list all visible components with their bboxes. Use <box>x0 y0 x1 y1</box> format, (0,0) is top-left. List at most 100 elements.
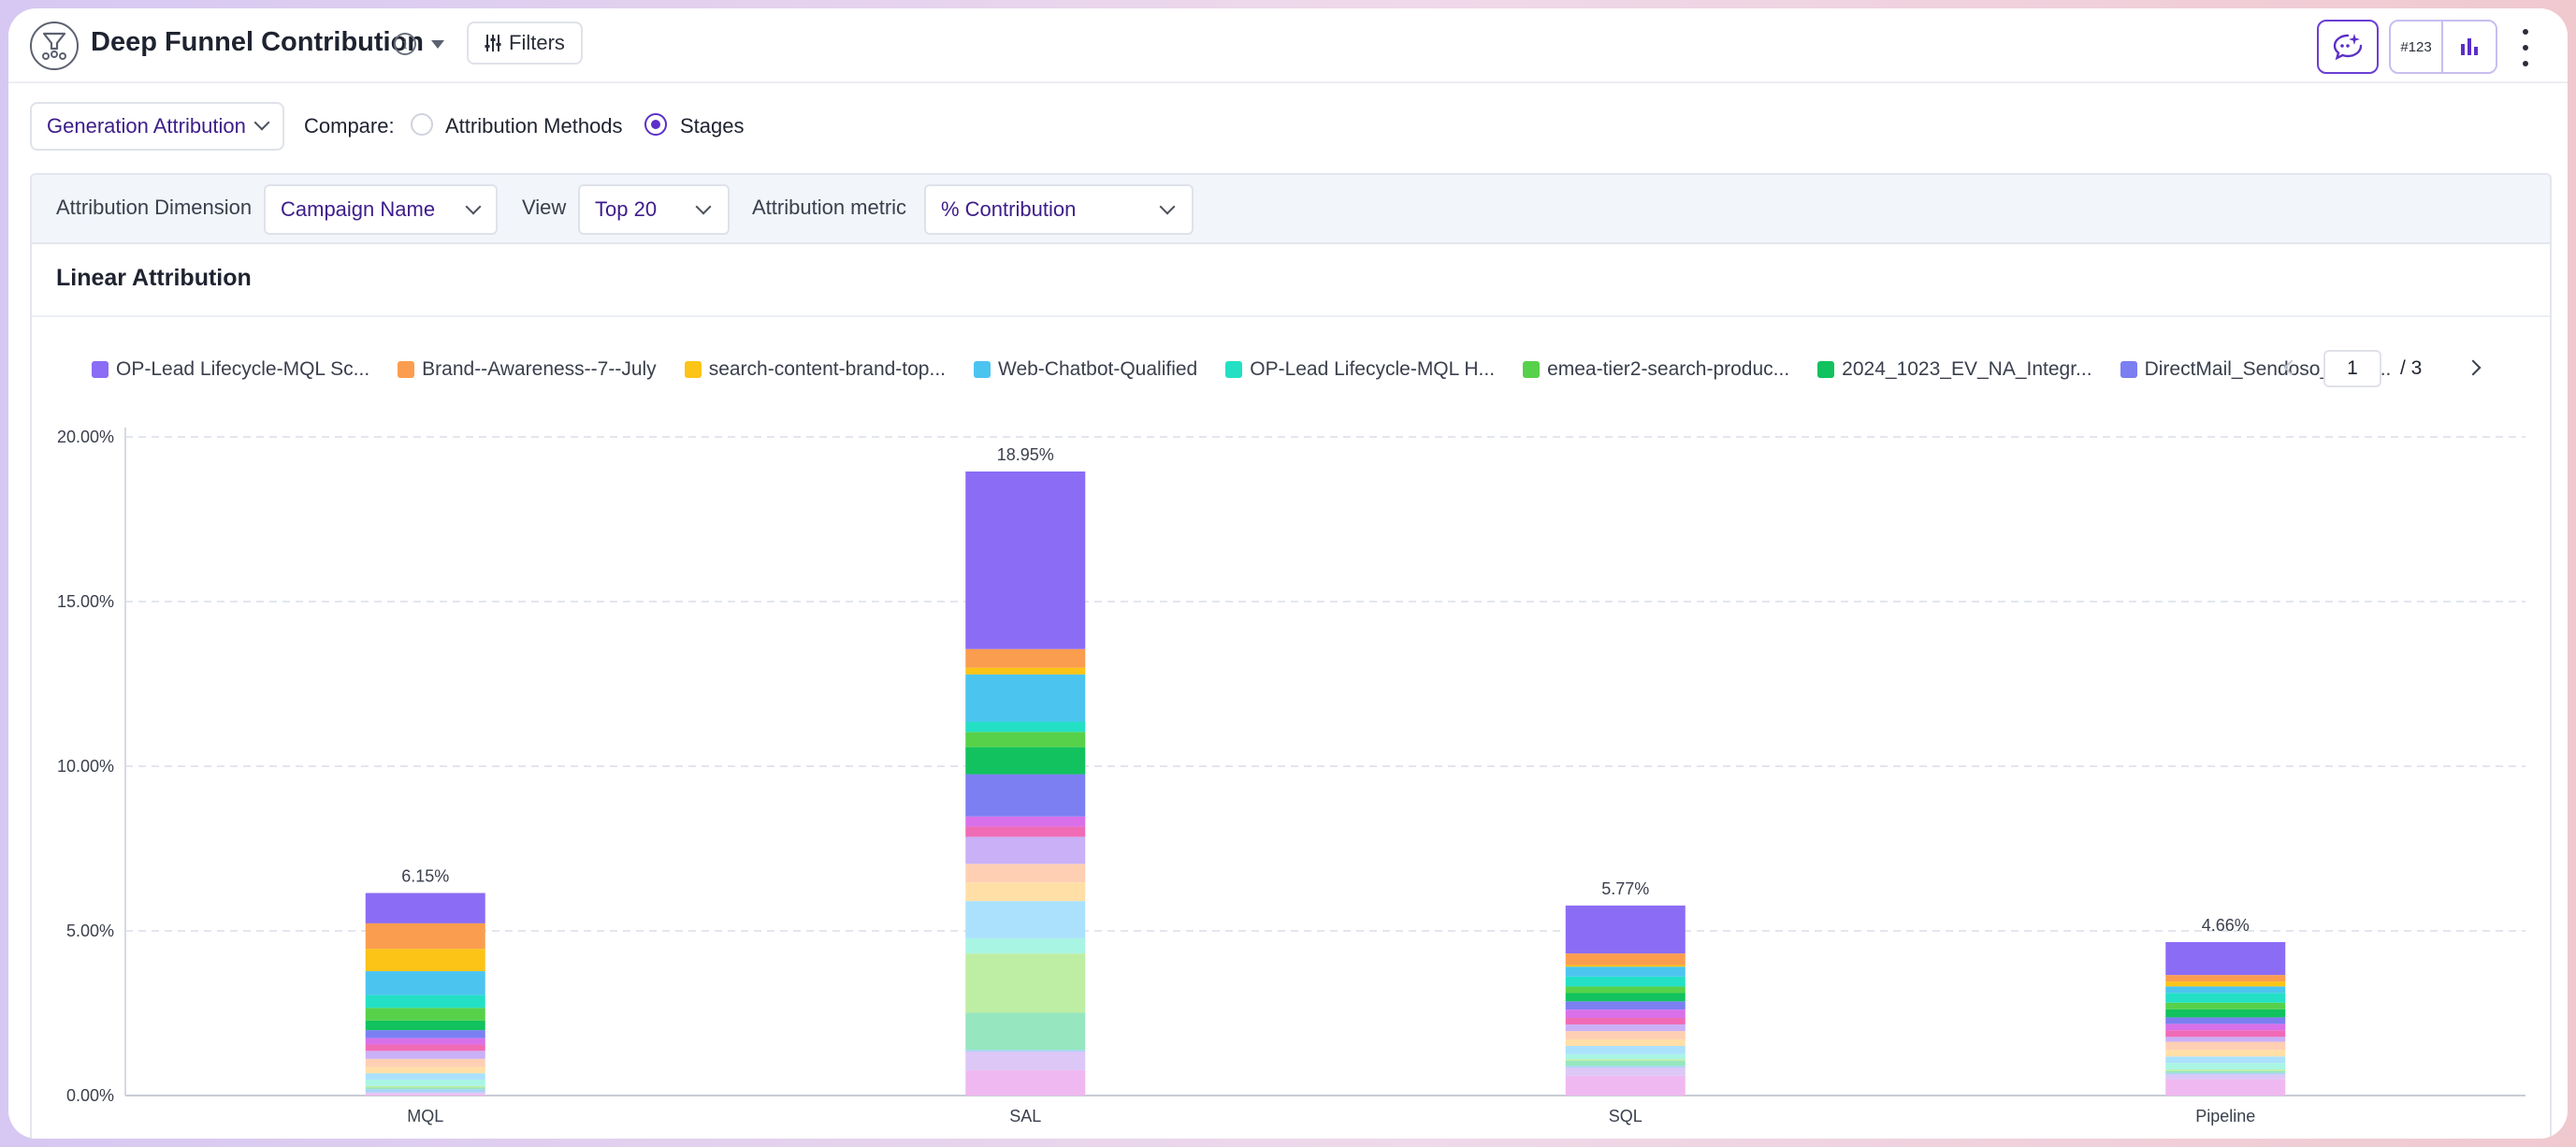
radio-attribution-methods[interactable] <box>411 113 433 136</box>
bar-segment <box>965 471 1086 649</box>
bar-segment <box>365 1030 485 1038</box>
view-select[interactable]: Top 20 <box>578 184 730 235</box>
bar-segment <box>365 1058 485 1067</box>
bar-segment <box>1565 966 1686 977</box>
bar-segment <box>1565 1038 1686 1047</box>
attribution-metric-value: % Contribution <box>941 197 1077 221</box>
bar-segment <box>365 1085 485 1088</box>
attribution-dimension-label: Attribution Dimension <box>56 196 253 219</box>
legend-swatch <box>1225 361 1243 378</box>
legend-label: OP-Lead Lifecycle-MQL Sc... <box>116 358 370 380</box>
radio-label-stages[interactable]: Stages <box>680 114 745 138</box>
bar-segment <box>2165 993 2286 1003</box>
bar-segment <box>965 901 1086 938</box>
generation-attribution-value: Generation Attribution <box>47 114 246 138</box>
attribution-dimension-select[interactable]: Campaign Name <box>264 184 498 235</box>
bar-segment <box>965 747 1086 775</box>
bar-segment <box>2165 975 2286 982</box>
attribution-metric-select[interactable]: % Contribution <box>924 184 1194 235</box>
legend-label: search-content-brand-top... <box>708 358 946 380</box>
info-icon[interactable]: i <box>394 33 416 55</box>
legend-item[interactable]: Brand--Awareness--7--July <box>398 358 657 381</box>
bar-segment <box>365 1094 485 1096</box>
legend-label: OP-Lead Lifecycle-MQL H... <box>1250 358 1496 380</box>
legend-swatch <box>2120 361 2137 378</box>
bar-segment <box>1565 953 1686 966</box>
funnel-logo-icon <box>30 22 79 70</box>
bar-segment <box>2165 1009 2286 1018</box>
radio-stages[interactable] <box>644 113 667 136</box>
bar-segment <box>2165 1074 2286 1080</box>
number-view-toggle[interactable]: #123 <box>2391 22 2443 72</box>
compare-label: Compare: <box>304 114 395 138</box>
bar-segment <box>2165 1050 2286 1057</box>
legend-item[interactable]: search-content-brand-top... <box>684 358 946 381</box>
section-title: Linear Attribution <box>56 265 252 291</box>
bar-segment <box>2165 1069 2286 1071</box>
app-window: Deep Funnel Contribution i Filters <box>8 8 2568 1139</box>
legend-item[interactable]: emea-tier2-search-produc... <box>1523 358 1789 381</box>
bar-segment <box>365 922 485 950</box>
bar-segment <box>965 648 1086 668</box>
bar-segment <box>1565 1066 1686 1067</box>
bar-segment <box>2165 1002 2286 1009</box>
generation-attribution-select[interactable]: Generation Attribution <box>30 102 284 151</box>
page-title: Deep Funnel Contribution <box>91 27 425 57</box>
bar-segment <box>365 1020 485 1031</box>
legend-swatch <box>1523 361 1541 378</box>
panel-toolbar: Attribution Dimension Campaign Name View… <box>32 175 2550 244</box>
bar-segment <box>365 1089 485 1093</box>
legend-swatch <box>398 361 415 378</box>
legend-page-total: / 3 <box>2400 357 2423 379</box>
bar-total-label: 6.15% <box>401 867 449 886</box>
ai-chat-button[interactable] <box>2317 20 2379 74</box>
bar-segment <box>1565 965 1686 967</box>
title-dropdown-caret-icon[interactable] <box>431 40 444 49</box>
bar-segment <box>1565 1067 1686 1076</box>
bar-segment <box>2165 1072 2286 1075</box>
bar-segment <box>1565 1059 1686 1061</box>
bar-segment <box>2165 1063 2286 1070</box>
y-tick-label: 0.00% <box>66 1086 114 1105</box>
legend-item[interactable]: Web-Chatbot-Qualified <box>974 358 1197 381</box>
bar-segment <box>965 732 1086 748</box>
page-header: Deep Funnel Contribution i Filters <box>8 8 2568 83</box>
legend-swatch <box>1817 361 1835 378</box>
bar-segment <box>965 882 1086 902</box>
chat-sparkle-icon <box>2333 34 2363 61</box>
bar-segment <box>2165 981 2286 987</box>
bar-segment <box>2165 941 2286 976</box>
bar-segment <box>365 949 485 972</box>
chart-view-toggle[interactable] <box>2443 22 2496 72</box>
bar-segment <box>965 667 1086 675</box>
more-options-icon[interactable] <box>2521 29 2530 66</box>
bar-segment <box>365 1044 485 1052</box>
legend-swatch <box>92 361 109 378</box>
stacked-bar-chart: 0.00% 5.00% 10.00% 15.00% 20.00% 6.15% MQL 18.9… <box>57 428 2525 1125</box>
legend-item[interactable]: 2024_1023_EV_NA_Integr... <box>1817 358 2092 381</box>
bar-segment <box>965 774 1086 817</box>
y-tick-label: 20.00% <box>57 428 114 446</box>
bar-segment <box>965 836 1086 864</box>
attribution-metric-label: Attribution metric <box>752 196 907 219</box>
bar-segment <box>965 1069 1086 1096</box>
x-tick-label: Pipeline <box>2195 1107 2255 1125</box>
bar-segment <box>1565 976 1686 987</box>
bar-segment <box>965 953 1086 1013</box>
legend-item[interactable]: OP-Lead Lifecycle-MQL H... <box>1225 358 1495 381</box>
bar-segment <box>1565 1053 1686 1060</box>
bar-segment <box>2165 1030 2286 1038</box>
bar-segment <box>365 1073 485 1080</box>
radio-label-attribution-methods[interactable]: Attribution Methods <box>445 114 623 138</box>
bar-total-label: 5.77% <box>1601 879 1649 898</box>
legend-page-input[interactable]: 1 <box>2323 350 2381 387</box>
y-tick-label: 10.00% <box>57 757 114 776</box>
legend-item[interactable]: OP-Lead Lifecycle-MQL Sc... <box>92 358 369 381</box>
bar-total-label: 18.95% <box>997 445 1054 464</box>
bar-segment <box>1565 1046 1686 1054</box>
bar-segment <box>365 1008 485 1021</box>
bar-segment <box>1565 1017 1686 1025</box>
bar-segment <box>965 864 1086 883</box>
attribution-panel: Attribution Dimension Campaign Name View… <box>30 173 2552 1139</box>
filters-button[interactable]: Filters <box>467 22 583 65</box>
